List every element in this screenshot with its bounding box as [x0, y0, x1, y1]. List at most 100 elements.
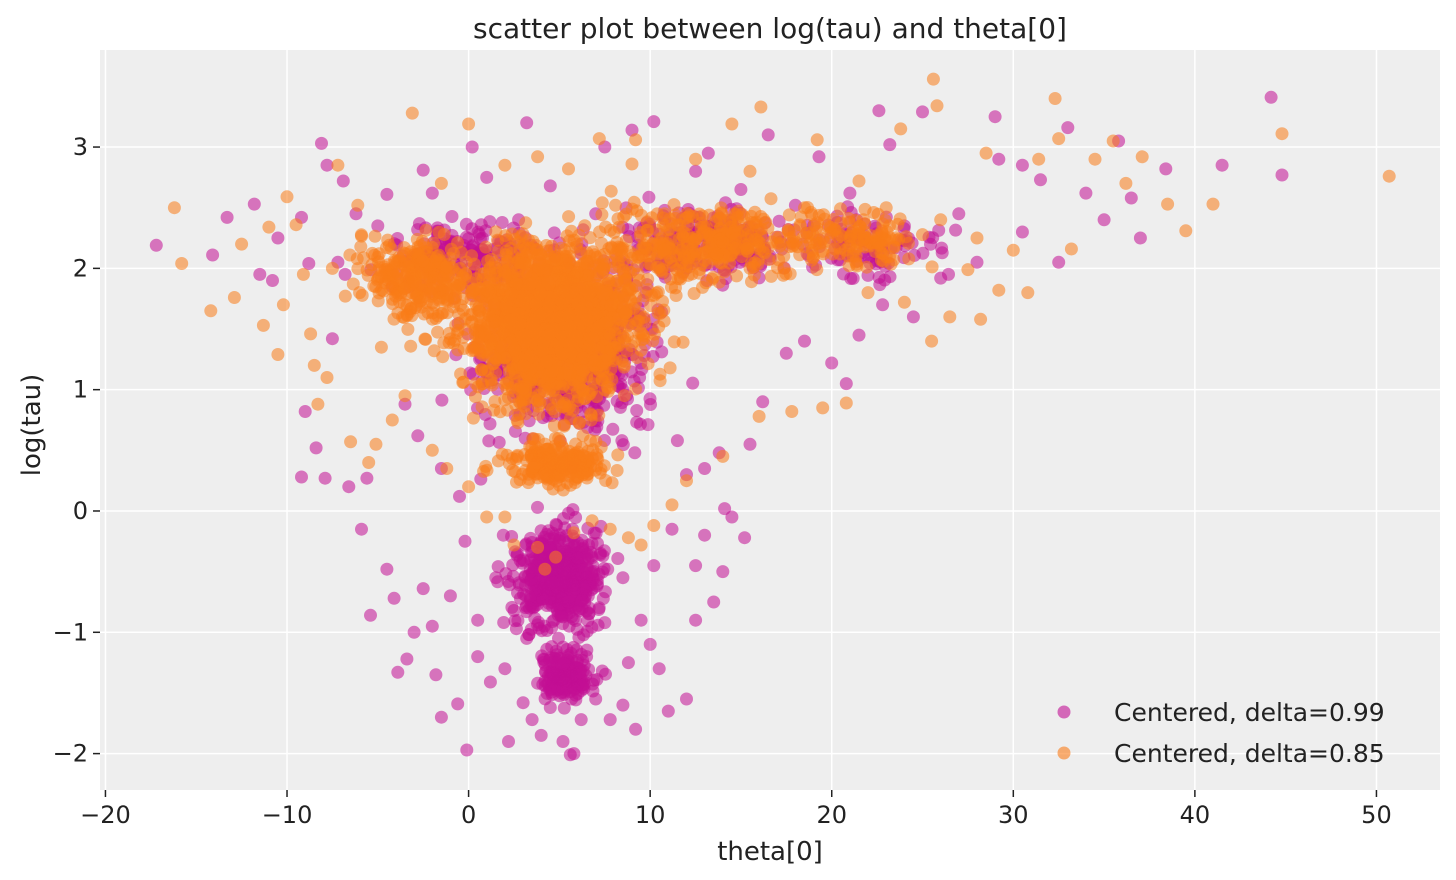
data-point — [617, 389, 631, 403]
scatter-points — [149, 72, 1396, 762]
data-point — [534, 728, 548, 742]
data-point — [620, 344, 634, 358]
data-point — [679, 211, 693, 225]
data-point — [585, 536, 599, 550]
data-point — [580, 562, 594, 576]
data-point — [585, 620, 599, 634]
data-point — [368, 229, 382, 243]
data-point — [661, 704, 675, 718]
data-point — [488, 395, 502, 408]
data-point — [336, 174, 350, 188]
data-point — [467, 282, 481, 296]
data-point — [716, 236, 730, 249]
data-point — [580, 604, 593, 618]
data-point — [500, 448, 514, 462]
data-point — [747, 260, 761, 274]
data-point — [569, 668, 583, 682]
data-point — [718, 502, 732, 516]
data-point — [642, 190, 656, 204]
data-point — [206, 248, 220, 262]
data-point — [1097, 213, 1111, 227]
data-point — [416, 582, 430, 596]
data-point — [391, 665, 405, 679]
data-point — [1052, 255, 1066, 269]
data-point — [734, 183, 748, 196]
data-point — [839, 377, 853, 391]
data-point — [743, 437, 757, 451]
data-point — [491, 560, 505, 574]
data-point — [419, 332, 433, 346]
y-tick-label: −1 — [53, 618, 88, 646]
data-point — [456, 292, 470, 306]
data-point — [712, 275, 726, 289]
data-point — [657, 303, 671, 317]
data-point — [434, 710, 448, 724]
data-point — [320, 158, 334, 172]
data-point — [492, 435, 506, 449]
data-point — [482, 275, 496, 289]
data-point — [665, 522, 679, 536]
data-point — [624, 294, 638, 307]
data-point — [548, 431, 562, 445]
data-point — [707, 595, 721, 609]
data-point — [934, 271, 948, 285]
data-point — [614, 244, 628, 258]
data-point — [812, 150, 826, 164]
data-point — [1133, 231, 1147, 245]
data-point — [669, 289, 683, 302]
data-point — [515, 556, 529, 570]
data-point — [598, 616, 612, 630]
data-point — [471, 225, 485, 239]
data-point — [611, 552, 625, 565]
data-point — [583, 434, 597, 447]
data-point — [689, 559, 703, 573]
data-point — [631, 250, 645, 264]
data-point — [798, 334, 811, 348]
data-point — [749, 218, 763, 232]
data-point — [380, 187, 394, 201]
data-point — [1124, 191, 1138, 205]
data-point — [604, 184, 618, 198]
data-point — [407, 275, 421, 288]
data-point — [529, 243, 543, 256]
data-point — [595, 208, 609, 222]
data-point — [540, 355, 554, 369]
data-point — [636, 329, 650, 343]
data-point — [1015, 158, 1029, 172]
data-point — [846, 271, 860, 285]
data-point — [543, 179, 557, 193]
data-point — [556, 735, 570, 748]
data-point — [761, 128, 775, 142]
data-point — [318, 471, 332, 485]
data-point — [1275, 168, 1289, 182]
data-point — [992, 152, 1006, 166]
data-point — [601, 562, 615, 576]
data-point — [568, 270, 581, 284]
data-point — [576, 364, 590, 378]
data-point — [634, 343, 648, 357]
data-point — [545, 364, 559, 378]
data-point — [563, 319, 577, 333]
data-point — [342, 480, 356, 494]
data-point — [872, 104, 886, 118]
x-tick-label: 20 — [816, 801, 847, 829]
data-point — [716, 565, 730, 579]
data-point — [371, 219, 385, 233]
data-point — [516, 467, 529, 481]
data-point — [502, 735, 515, 748]
data-point — [411, 429, 425, 443]
data-point — [526, 432, 540, 446]
data-point — [567, 378, 580, 392]
x-tick-label: 10 — [635, 801, 666, 829]
data-point — [556, 483, 570, 497]
y-tick-label: 1 — [73, 376, 88, 404]
data-point — [779, 346, 793, 360]
data-point — [860, 260, 874, 274]
data-point — [382, 238, 396, 252]
data-point — [698, 528, 712, 542]
data-point — [220, 210, 234, 224]
data-point — [480, 463, 494, 477]
data-point — [629, 722, 643, 736]
data-point — [567, 640, 580, 654]
data-point — [475, 400, 489, 414]
